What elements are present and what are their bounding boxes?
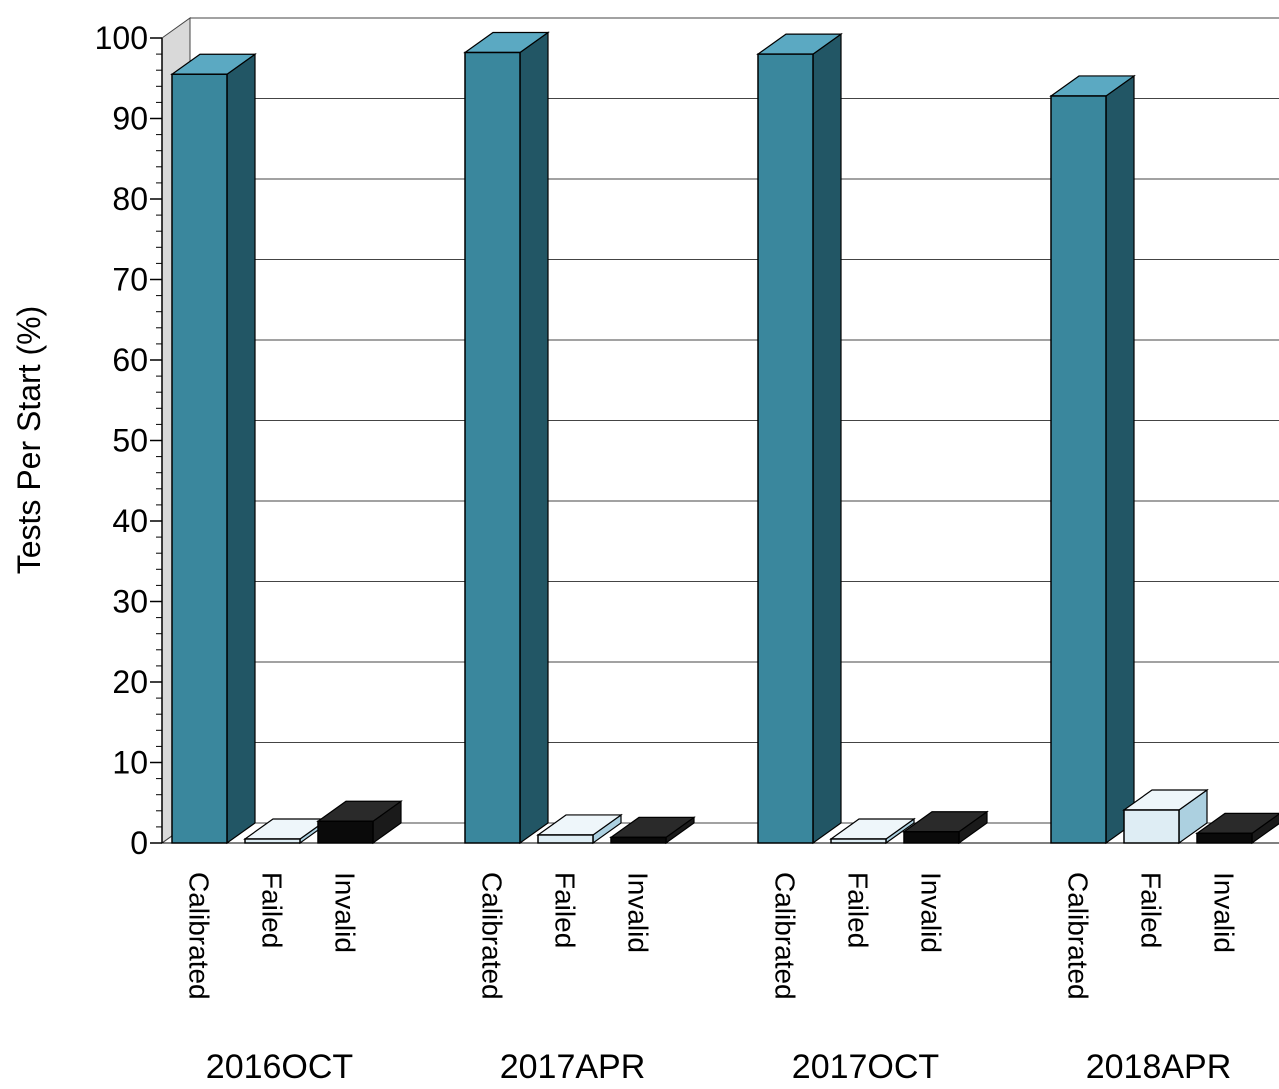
y-tick-label: 70 (112, 262, 148, 298)
y-tick-label: 90 (112, 101, 148, 137)
y-tick-label: 50 (112, 423, 148, 459)
bar-front (244, 838, 301, 844)
bar-failed-2017apr (536, 813, 623, 845)
bar-side (1105, 74, 1135, 845)
bar-calibrated-2017apr (463, 31, 550, 845)
y-axis-title: Tests Per Start (%) (11, 306, 47, 575)
bar-failed-2017oct (829, 817, 916, 845)
bar-side (519, 31, 549, 845)
y-tick-label: 100 (95, 20, 148, 56)
bar-label-invalid: Invalid (916, 872, 947, 953)
bar-front (610, 836, 667, 844)
bar-front (1196, 832, 1253, 844)
bar-front (464, 51, 521, 844)
y-tick-label: 40 (112, 503, 148, 539)
bar-label-invalid: Invalid (330, 872, 361, 953)
bar-label-invalid: Invalid (1209, 872, 1240, 953)
bar-front (317, 820, 374, 844)
bar-label-calibrated: Calibrated (770, 872, 801, 1000)
bar-label-calibrated: Calibrated (477, 872, 508, 1000)
bar-label-calibrated: Calibrated (1063, 872, 1094, 1000)
bar-side (812, 32, 842, 845)
bar-front (537, 834, 594, 844)
x-category-label: 2017APR (500, 1048, 646, 1086)
bar-label-failed: Failed (550, 872, 581, 948)
x-category-label: 2016OCT (206, 1048, 353, 1086)
x-category-label: 2018APR (1086, 1048, 1232, 1086)
bar-front (757, 53, 814, 844)
bar-front (1050, 95, 1107, 844)
bar-label-invalid: Invalid (623, 872, 654, 953)
bar-invalid-2016oct (316, 800, 403, 845)
bar-front (1123, 809, 1180, 844)
y-tick-label: 10 (112, 745, 148, 781)
y-tick-label: 80 (112, 181, 148, 217)
bar-invalid-2017apr (609, 816, 696, 845)
y-tick-label: 20 (112, 664, 148, 700)
y-axis: 0 10 20 30 40 50 60 70 80 90 100 (95, 20, 1279, 861)
bars (170, 31, 1279, 845)
bar-side (226, 53, 256, 845)
bar-failed-2018apr (1122, 788, 1209, 845)
bar-front (171, 73, 228, 844)
bar-invalid-2017oct (902, 810, 989, 845)
bar-label-failed: Failed (257, 872, 288, 948)
y-tick-label: 0 (130, 825, 148, 861)
bar-label-failed: Failed (1136, 872, 1167, 948)
y-tick-label: 30 (112, 584, 148, 620)
bar-front (830, 838, 887, 844)
bar-calibrated-2017oct (756, 32, 843, 845)
y-tick-label: 60 (112, 342, 148, 378)
bar-label-failed: Failed (843, 872, 874, 948)
x-axis: Calibrated Failed Invalid 2016OCT Calibrated… (184, 872, 1240, 1086)
bar-invalid-2018apr (1195, 812, 1279, 845)
bar-front (903, 830, 960, 844)
bar-calibrated-2018apr (1049, 74, 1136, 845)
bar-calibrated-2016oct (170, 53, 257, 845)
x-category-label: 2017OCT (792, 1048, 939, 1086)
bar-label-calibrated: Calibrated (184, 872, 215, 1000)
